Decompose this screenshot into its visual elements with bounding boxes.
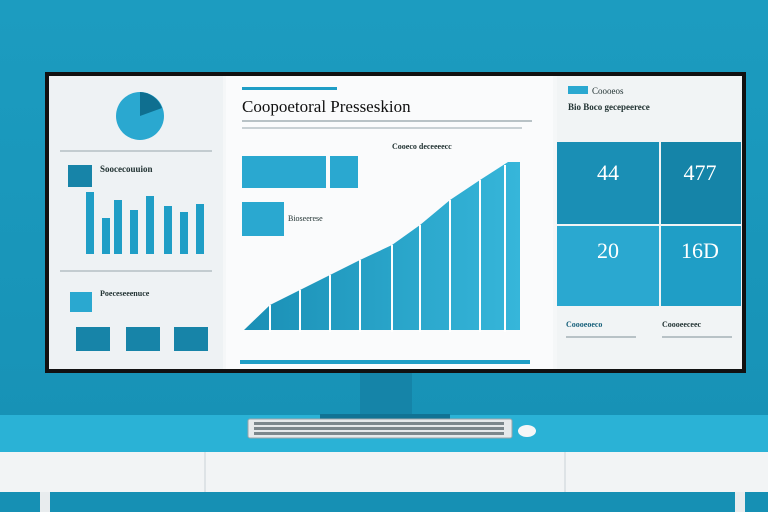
keys (254, 422, 504, 435)
footer-label: Coooeoeco (566, 320, 602, 329)
presentation-title: Coopoetoral Presseskion (242, 97, 411, 116)
center-panel: Coopoetoral Presseskion Cooeco deceeeecc… (226, 76, 553, 369)
panel-header: Coooeos (592, 86, 624, 96)
monitor-stand (360, 372, 412, 418)
panel-header: Bio Boco gecepeerece (568, 102, 650, 112)
monitor-base (320, 414, 450, 422)
stat-value: 16D (681, 238, 719, 263)
box-label: Bioseerese (288, 214, 323, 223)
panel-heading: Poeceseeenuce (100, 289, 150, 298)
right-panel: Coooeos Bio Boco gecepeerece 44 477 20 1… (557, 76, 742, 369)
desk-front (0, 452, 768, 492)
stat-value: 20 (597, 238, 619, 263)
chart-label: Cooeco deceeeecc (392, 142, 452, 151)
stat-value: 44 (597, 160, 619, 185)
mouse[interactable] (518, 425, 536, 437)
desk-leg (40, 492, 50, 512)
footer-label: Coooeeceec (662, 320, 702, 329)
stat-value: 477 (684, 160, 717, 185)
left-panel: Soocecouuion Poeceseeenuce (49, 76, 223, 369)
chart-dividers (269, 165, 506, 332)
desk-leg (735, 492, 745, 512)
panel-heading: Soocecouuion (100, 164, 153, 174)
